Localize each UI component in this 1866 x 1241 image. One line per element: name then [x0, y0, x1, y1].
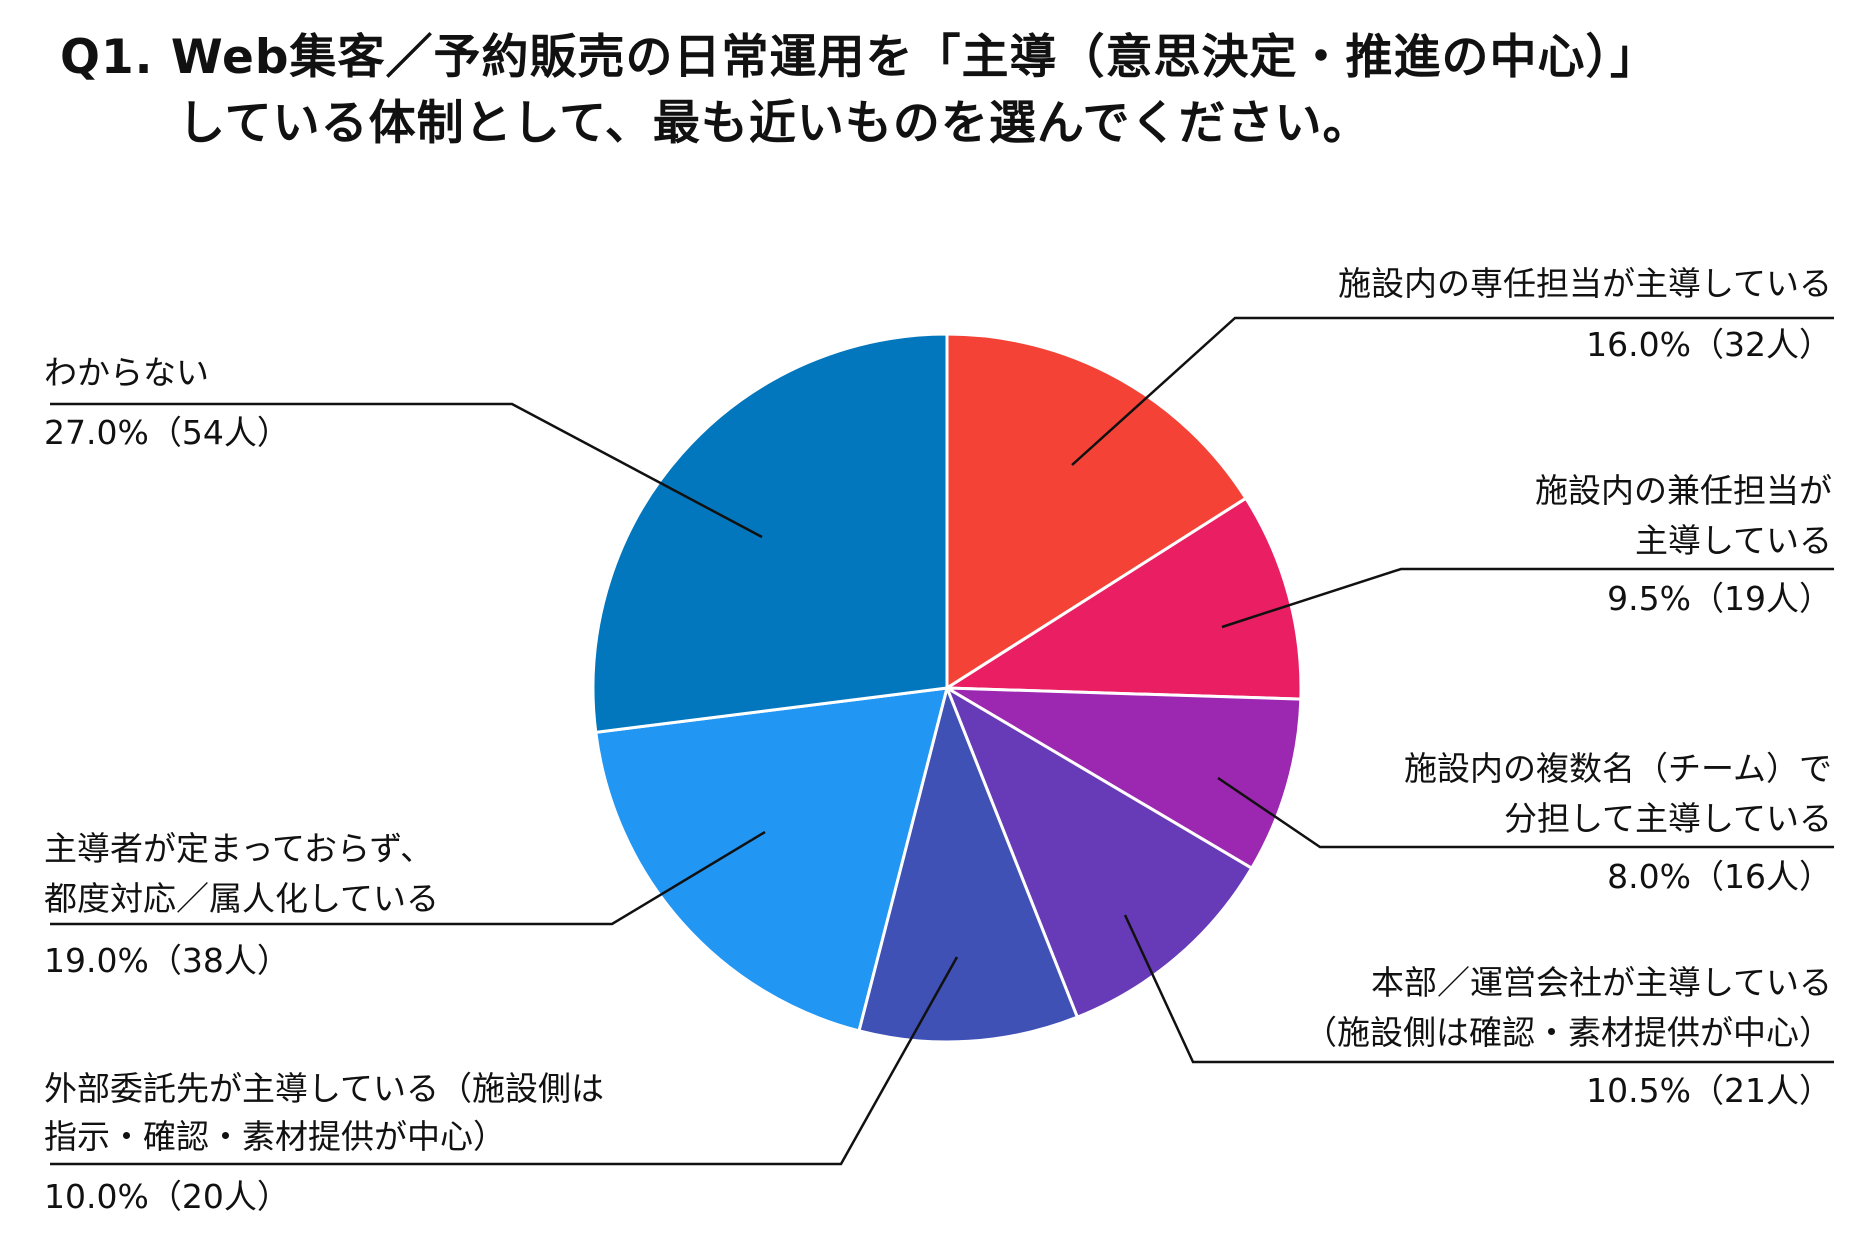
pie-slice-6	[591, 332, 949, 735]
slice-2-label-2: 分担して主導している	[1503, 799, 1832, 838]
pie-slice-4	[857, 683, 1080, 1044]
leader-line-5	[50, 830, 766, 926]
slice-2-label-1: 施設内の複数名（チーム）で	[1403, 749, 1832, 788]
slice-1-value: 9.5%（19人）	[1607, 579, 1832, 618]
slice-3-label-2: （施設側は確認・素材提供が中心）	[1304, 1013, 1832, 1052]
pie-slices	[591, 332, 1303, 1044]
slice-2-value: 8.0%（16人）	[1607, 857, 1832, 896]
pie-slice-0	[945, 332, 1248, 691]
leader-line-3	[1123, 914, 1834, 1064]
slice-1-label-1: 施設内の兼任担当が	[1535, 471, 1832, 510]
slice-3-value: 10.5%（21人）	[1586, 1071, 1832, 1110]
slice-5-value: 19.0%（38人）	[44, 941, 290, 980]
chart-title-line-2: している体制として、最も近いものを選んでください。	[178, 96, 1371, 151]
slice-5-label-1: 主導者が定まっておらず、	[44, 829, 434, 868]
slice-5-label-2: 都度対応／属人化している	[44, 879, 440, 918]
slice-3-label-1: 本部／運営会社が主導している	[1370, 963, 1832, 1002]
leader-line-6	[50, 402, 763, 539]
pie-slice-2	[946, 686, 1303, 871]
slice-0-value: 16.0%（32人）	[1586, 325, 1832, 364]
chart-title-line-1: Q1. Web集客／予約販売の日常運用を「主導（意思決定・推進の中心）」	[60, 30, 1659, 85]
pie-slice-3	[943, 684, 1254, 1020]
slice-6-value: 27.0%（54人）	[44, 413, 290, 452]
leader-line-1	[1221, 567, 1834, 629]
slice-6-label: わからない	[44, 353, 209, 392]
slice-4-value: 10.0%（20人）	[44, 1177, 290, 1216]
slice-4-label-2: 指示・確認・素材提供が中心）	[44, 1117, 506, 1156]
slice-0-label: 施設内の専任担当が主導している	[1337, 264, 1832, 303]
leader-line-2	[1217, 776, 1834, 849]
leader-line-4	[50, 956, 959, 1166]
pie-slice-1	[942, 496, 1303, 701]
slice-4-label-1: 外部委託先が主導している（施設側は	[44, 1069, 605, 1108]
slice-1-label-2: 主導している	[1634, 521, 1832, 560]
leader-line-0	[1071, 316, 1834, 466]
leader-lines	[50, 316, 1834, 1166]
pie-slice-5	[594, 686, 950, 1033]
